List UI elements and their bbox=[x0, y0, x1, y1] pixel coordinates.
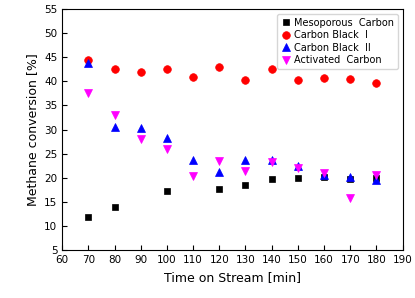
Carbon Black  I bbox=[322, 76, 327, 80]
Mesoporous  Carbon bbox=[243, 183, 248, 187]
Activated  Carbon bbox=[269, 161, 274, 164]
Carbon Black  II bbox=[112, 125, 117, 129]
Carbon Black  II bbox=[269, 158, 274, 161]
Line: Carbon Black  II: Carbon Black II bbox=[85, 59, 380, 184]
Activated  Carbon bbox=[348, 196, 353, 200]
Mesoporous  Carbon bbox=[86, 215, 91, 218]
Line: Carbon Black  I: Carbon Black I bbox=[85, 56, 380, 87]
Activated  Carbon bbox=[138, 137, 143, 141]
Carbon Black  I bbox=[348, 77, 353, 81]
Mesoporous  Carbon bbox=[112, 205, 117, 209]
Mesoporous  Carbon bbox=[269, 177, 274, 181]
Carbon Black  II bbox=[217, 170, 222, 174]
Carbon Black  II bbox=[348, 175, 353, 179]
Carbon Black  I bbox=[112, 68, 117, 71]
Legend: Mesoporous  Carbon, Carbon Black  I, Carbon Black  II, Activated  Carbon: Mesoporous Carbon, Carbon Black I, Carbo… bbox=[277, 14, 398, 69]
Carbon Black  II bbox=[322, 174, 327, 177]
Carbon Black  II bbox=[243, 158, 248, 161]
Carbon Black  I bbox=[295, 78, 300, 82]
Carbon Black  II bbox=[138, 126, 143, 130]
Carbon Black  I bbox=[164, 68, 169, 71]
Mesoporous  Carbon bbox=[322, 175, 327, 179]
Carbon Black  I bbox=[374, 81, 379, 85]
Mesoporous  Carbon bbox=[217, 187, 222, 190]
Mesoporous  Carbon bbox=[348, 178, 353, 181]
Mesoporous  Carbon bbox=[295, 176, 300, 180]
Activated  Carbon bbox=[243, 169, 248, 173]
Carbon Black  II bbox=[190, 158, 195, 161]
X-axis label: Time on Stream [min]: Time on Stream [min] bbox=[164, 271, 301, 284]
Carbon Black  I bbox=[269, 68, 274, 71]
Mesoporous  Carbon bbox=[374, 176, 379, 180]
Carbon Black  II bbox=[86, 61, 91, 65]
Activated  Carbon bbox=[190, 175, 195, 178]
Mesoporous  Carbon bbox=[164, 189, 169, 193]
Activated  Carbon bbox=[164, 147, 169, 151]
Activated  Carbon bbox=[86, 91, 91, 95]
Activated  Carbon bbox=[374, 174, 379, 177]
Carbon Black  I bbox=[138, 70, 143, 74]
Carbon Black  I bbox=[190, 75, 195, 78]
Carbon Black  II bbox=[164, 136, 169, 140]
Activated  Carbon bbox=[112, 113, 117, 117]
Carbon Black  I bbox=[243, 78, 248, 82]
Line: Activated  Carbon: Activated Carbon bbox=[85, 90, 380, 202]
Carbon Black  II bbox=[295, 164, 300, 167]
Carbon Black  II bbox=[374, 179, 379, 182]
Line: Mesoporous  Carbon: Mesoporous Carbon bbox=[85, 174, 379, 220]
Carbon Black  I bbox=[86, 58, 91, 61]
Carbon Black  I bbox=[217, 65, 222, 69]
Activated  Carbon bbox=[217, 159, 222, 163]
Y-axis label: Methane conversion [%]: Methane conversion [%] bbox=[26, 53, 39, 206]
Activated  Carbon bbox=[322, 171, 327, 175]
Activated  Carbon bbox=[295, 167, 300, 170]
